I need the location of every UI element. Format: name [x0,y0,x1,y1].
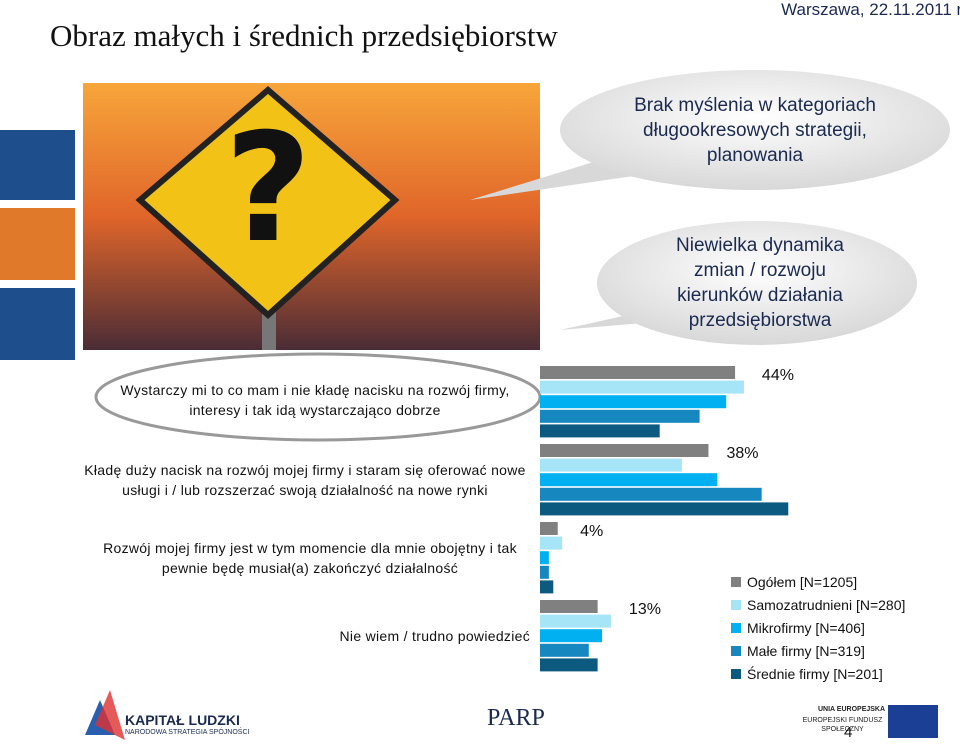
legend-label: Małe firmy [N=319] [747,643,865,659]
callout-text: Brak myślenia w kategoriach długookresow… [634,95,876,166]
value-label: 13% [629,601,661,618]
bar [540,551,549,565]
deco-square [0,130,75,200]
bar [540,600,598,613]
legend-swatch [731,646,741,656]
bar [540,409,700,423]
bar [540,614,611,628]
legend-label: Samozatrudnieni [N=280] [747,597,905,613]
bar [540,395,727,409]
bar [540,522,558,535]
value-label: 38% [726,445,758,462]
value-label: 44% [762,367,794,384]
footer-logo-text: NARODOWA STRATEGIA SPÓJNOŚCI [125,729,250,736]
kl-logo [95,690,125,740]
category-label: Rozwój mojej firmy jest w tym momencie d… [103,540,517,576]
legend-swatch [731,623,741,633]
legend-swatch [731,669,741,679]
bar [540,473,718,487]
category-label: Nie wiem / trudno powiedzieć [339,628,530,644]
date: Warszawa, 22.11.2011 r. [781,0,960,19]
footer-logo-text: PARP [487,705,545,731]
value-label: 4% [580,523,603,540]
bubble [597,221,917,345]
bar [540,487,762,501]
bubble [560,70,950,190]
callout-text: Niewielka dynamika zmian / rozwoju kieru… [676,235,844,331]
bar [540,380,744,394]
bar [540,536,563,550]
legend-swatch [731,600,741,610]
bar [540,580,554,594]
footer-logo-text: UNIA EUROPEJSKA [818,706,886,713]
eu-flag [888,705,938,738]
sign-mark: ? [224,102,311,276]
legend-label: Ogółem [N=1205] [747,574,857,590]
deco-square [0,288,75,360]
legend-swatch [731,577,741,587]
bar [540,424,660,438]
footer-logo-text: EUROPEJSKI FUNDUSZ SPOŁECZNY [802,717,883,733]
footer-logo-text: KAPITAŁ LUDZKI [125,712,240,728]
sign [135,86,400,320]
category-label: Wystarczy mi to co mam i nie kładę nacis… [120,382,510,418]
bubble-tail [470,160,640,200]
bar [540,658,598,672]
legend-label: Średnie firmy [N=201] [747,665,883,682]
bar [540,502,789,516]
legend-label: Mikrofirmy [N=406] [747,620,865,636]
bar [540,444,709,457]
page-number: 4 [844,724,853,741]
category-label: Kładę duży nacisk na rozwój mojej firmy … [84,462,526,498]
bar [540,565,549,579]
deco-square [0,208,75,280]
bar [540,629,603,643]
bar [540,458,682,472]
title: Obraz małych i średnich przedsiębiorstw [50,18,558,53]
bar [540,366,736,379]
bar [540,643,589,657]
